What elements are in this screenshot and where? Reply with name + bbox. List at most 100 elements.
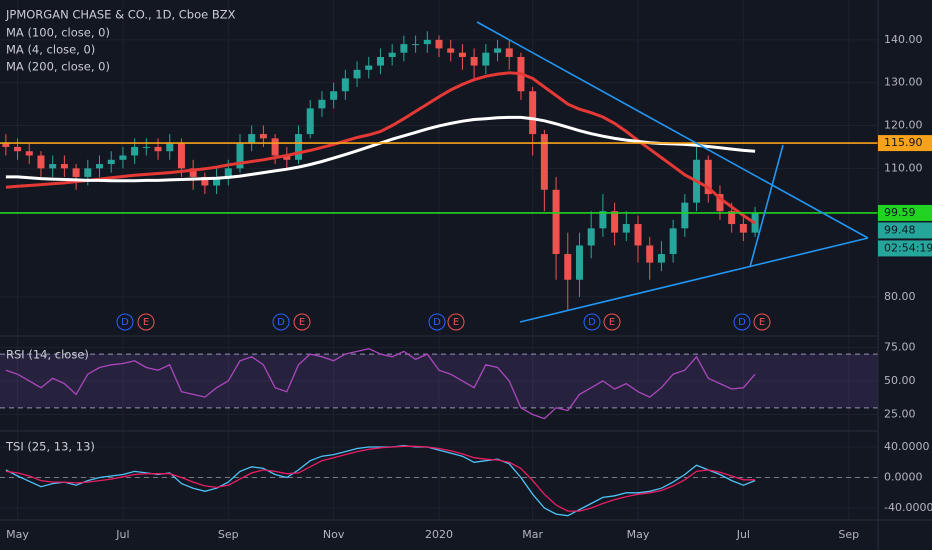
indicator-label: MA (200, close, 0) — [6, 60, 110, 74]
x-tick-label: May — [627, 528, 650, 541]
candle-body — [2, 142, 10, 147]
event-icon — [583, 313, 601, 331]
level-tag-bg — [878, 204, 932, 221]
event-label: D — [588, 317, 596, 328]
indicator-label: MA (4, close, 0) — [6, 43, 95, 57]
indicator-line — [5, 444, 756, 517]
x-tick-label: Jul — [115, 528, 129, 541]
candle-body — [681, 202, 689, 229]
candle-body — [458, 52, 466, 57]
candle-body — [341, 78, 349, 92]
y-tick-label: 75.00 — [884, 340, 916, 353]
x-tick-label: 2020 — [425, 528, 453, 541]
candle-body — [634, 224, 642, 246]
trendline — [519, 237, 869, 323]
candle-body — [400, 44, 408, 53]
candle-body — [540, 134, 548, 190]
event-icon — [293, 313, 311, 331]
y-tick-label: 25.00 — [884, 408, 916, 421]
candle-body — [564, 254, 572, 280]
candle-body — [131, 146, 139, 156]
candle-body — [25, 151, 33, 156]
event-icon — [116, 313, 134, 331]
candle-body — [107, 159, 115, 165]
candle-body — [365, 65, 373, 70]
candle-body — [353, 69, 361, 79]
x-tick-label: Nov — [323, 528, 345, 541]
event-label: E — [759, 317, 765, 328]
candle-body — [739, 224, 747, 233]
candle-body — [587, 228, 595, 246]
candle-body — [505, 48, 513, 57]
candle-body — [388, 52, 396, 57]
level-tag: 99.59 — [884, 206, 916, 219]
candle-body — [646, 245, 654, 263]
candle-body — [189, 168, 197, 177]
candle-body — [37, 155, 45, 169]
candle-body — [435, 39, 443, 49]
candle-body — [119, 155, 127, 160]
event-label: E — [143, 317, 149, 328]
x-tick-label: Sep — [218, 528, 239, 541]
event-label: D — [738, 317, 746, 328]
candle-body — [271, 138, 279, 156]
candle-body — [447, 48, 455, 53]
candle-body — [166, 142, 174, 152]
event-label: E — [299, 317, 305, 328]
event-label: E — [453, 317, 459, 328]
candle-body — [236, 142, 244, 169]
candle-body — [49, 164, 57, 169]
countdown-tag: 02:54:19 — [884, 241, 932, 254]
event-label: D — [277, 317, 285, 328]
candle-body — [330, 91, 338, 100]
candle-body — [482, 52, 490, 66]
event-icon — [428, 313, 446, 331]
level-tag-bg — [878, 135, 932, 152]
candle-body — [84, 168, 92, 177]
trendlines — [476, 21, 869, 323]
candle-body — [248, 134, 256, 143]
y-tick-label: 140.00 — [884, 33, 923, 46]
y-tick-label: -40.0000 — [884, 501, 932, 514]
indicator-line — [5, 71, 756, 225]
candle-body — [96, 164, 104, 169]
indicator-line — [5, 445, 756, 512]
y-tick-label: 50.00 — [884, 374, 916, 387]
y-tick-label: 40.0000 — [884, 440, 930, 453]
candle-body — [259, 134, 267, 139]
candle-body — [494, 48, 502, 53]
candle-body — [599, 211, 607, 229]
candle-body — [213, 176, 221, 186]
countdown-tag-bg — [878, 240, 932, 257]
candle-body — [60, 164, 68, 169]
x-tick-label: May — [6, 528, 29, 541]
pane-title: TSI (25, 13, 13) — [5, 440, 95, 454]
y-tick-label: 80.00 — [884, 290, 916, 303]
candle-body — [177, 142, 185, 169]
candle-body — [529, 91, 537, 135]
level-tag: 115.90 — [884, 136, 923, 149]
candle-body — [154, 146, 162, 152]
x-tick-label: Mar — [522, 528, 543, 541]
indicator-label: MA (100, close, 0) — [6, 26, 110, 40]
y-tick-label: 120.00 — [884, 119, 923, 132]
pane-title: RSI (14, close) — [6, 348, 89, 362]
candle-body — [142, 146, 150, 148]
event-icon — [137, 313, 155, 331]
axes: May Jul Sep Nov 2020 Mar May Jul Sep 140.00 130.00… — [6, 33, 932, 541]
x-tick-label: Sep — [838, 528, 859, 541]
y-tick-label: 110.00 — [884, 161, 923, 174]
symbol-title: JPMORGAN CHASE & CO., 1D, Cboe BZX — [5, 8, 236, 22]
candle-body — [306, 108, 314, 135]
rsi-band — [0, 354, 878, 408]
candle-body — [657, 254, 665, 263]
candle-body — [14, 146, 22, 152]
candle-body — [622, 224, 630, 233]
candle-body — [376, 56, 384, 66]
candle-body — [295, 134, 303, 160]
candle-body — [72, 168, 80, 177]
candle-body — [669, 228, 677, 255]
candle-body — [704, 159, 712, 195]
